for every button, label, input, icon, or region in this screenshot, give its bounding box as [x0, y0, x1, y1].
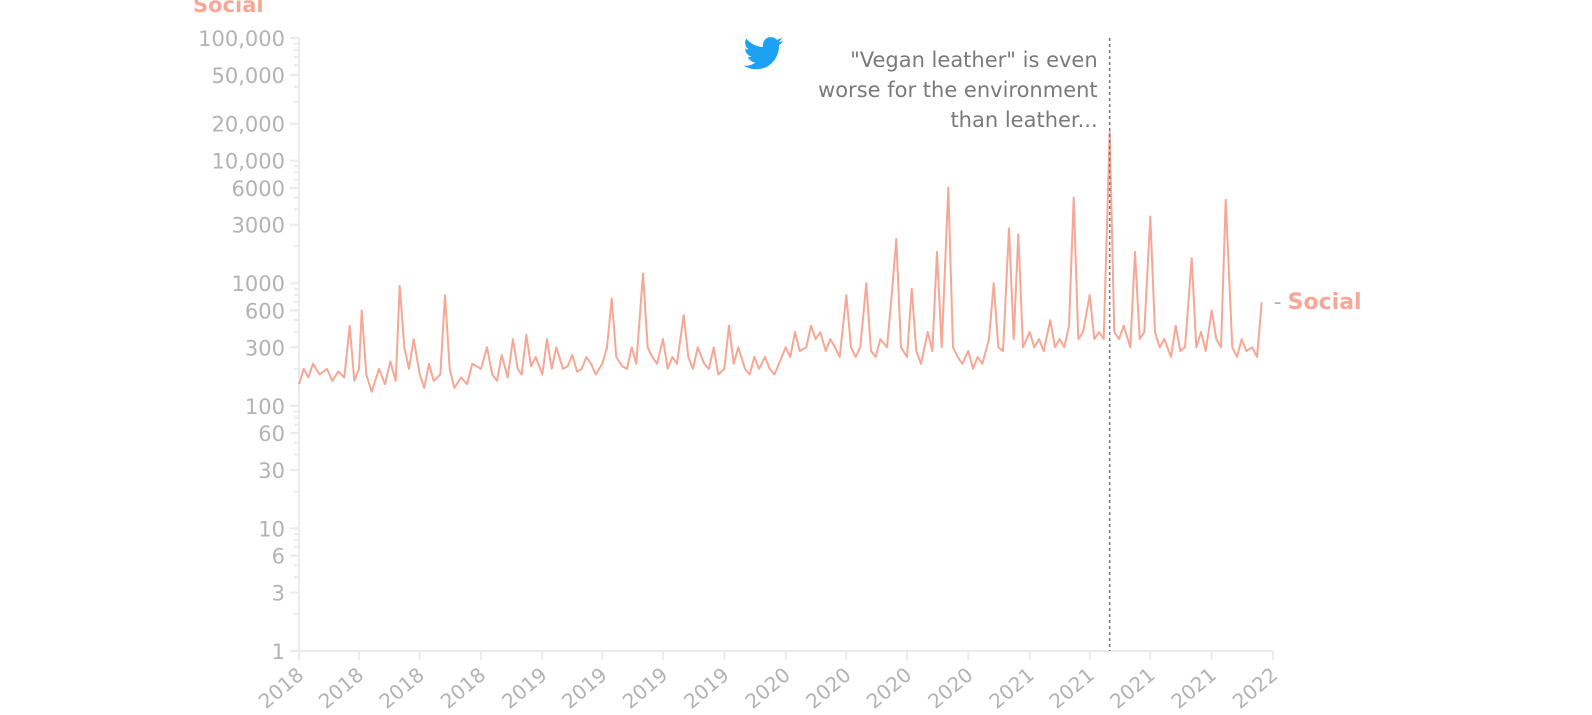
x-tick-label: 2019 — [618, 662, 672, 713]
y-tick-label: 20,000 — [212, 113, 285, 137]
series-line-social — [298, 131, 1263, 393]
y-tick-label: 600 — [245, 299, 285, 323]
y-tick-label: 50,000 — [212, 64, 285, 88]
y-tick-label: 100 — [245, 395, 285, 419]
x-tick-label: 2020 — [801, 662, 855, 713]
y-tick-label: 60 — [258, 422, 285, 446]
x-tick-label: 2020 — [862, 662, 916, 713]
y-tick-label: 6 — [272, 545, 285, 569]
annotation-text-line: than leather... — [950, 108, 1097, 132]
x-tick-label: 2019 — [679, 662, 733, 713]
x-tick-label: 2021 — [1105, 662, 1159, 713]
y-tick-label: 6000 — [232, 177, 285, 201]
y-tick-label: 3 — [272, 582, 285, 606]
series-end-label: Social — [1288, 290, 1362, 315]
x-tick-label: 2021 — [1166, 662, 1220, 713]
y-tick-label: 10 — [258, 517, 285, 541]
x-tick-label: 2021 — [1044, 662, 1098, 713]
y-tick-label: 3000 — [232, 214, 285, 238]
y-tick-label: 10,000 — [212, 150, 285, 174]
y-tick-label: 30 — [258, 459, 285, 483]
x-tick-label: 2018 — [436, 662, 490, 713]
annotation-text-line: worse for the environment — [818, 78, 1098, 102]
x-tick-label: 2019 — [497, 662, 551, 713]
twitter-bird-icon — [743, 37, 783, 70]
y-tick-label: 100,000 — [198, 27, 285, 51]
x-tick-label: 2019 — [557, 662, 611, 713]
y-tick-label: 1 — [272, 640, 285, 664]
x-tick-label: 2018 — [374, 662, 428, 713]
x-tick-label: 2018 — [314, 662, 368, 713]
x-tick-label: 2020 — [740, 662, 794, 713]
series-end-dash: - — [1274, 290, 1282, 315]
plot-area: - Social — [298, 131, 1362, 393]
x-tick-label: 2018 — [254, 662, 308, 713]
x-tick-label: 2020 — [923, 662, 977, 713]
y-tick-label: 1000 — [232, 272, 285, 296]
annotation: "Vegan leather" is even worse for the env… — [743, 37, 1111, 651]
x-axis: 2018 2018 2018 2018 2019 2019 2019 2019 2020 2020… — [254, 650, 1282, 714]
y-axis: 1 3 6 10 30 60 100 300 600 1000 3000 6000 10,000 20,0… — [198, 27, 300, 664]
annotation-text-line: "Vegan leather" is even — [850, 48, 1098, 72]
x-tick-label: 2021 — [984, 662, 1038, 713]
y-tick-label: 300 — [245, 336, 285, 360]
x-tick-label: 2022 — [1228, 662, 1282, 713]
y-axis-title: Social — [193, 0, 264, 17]
